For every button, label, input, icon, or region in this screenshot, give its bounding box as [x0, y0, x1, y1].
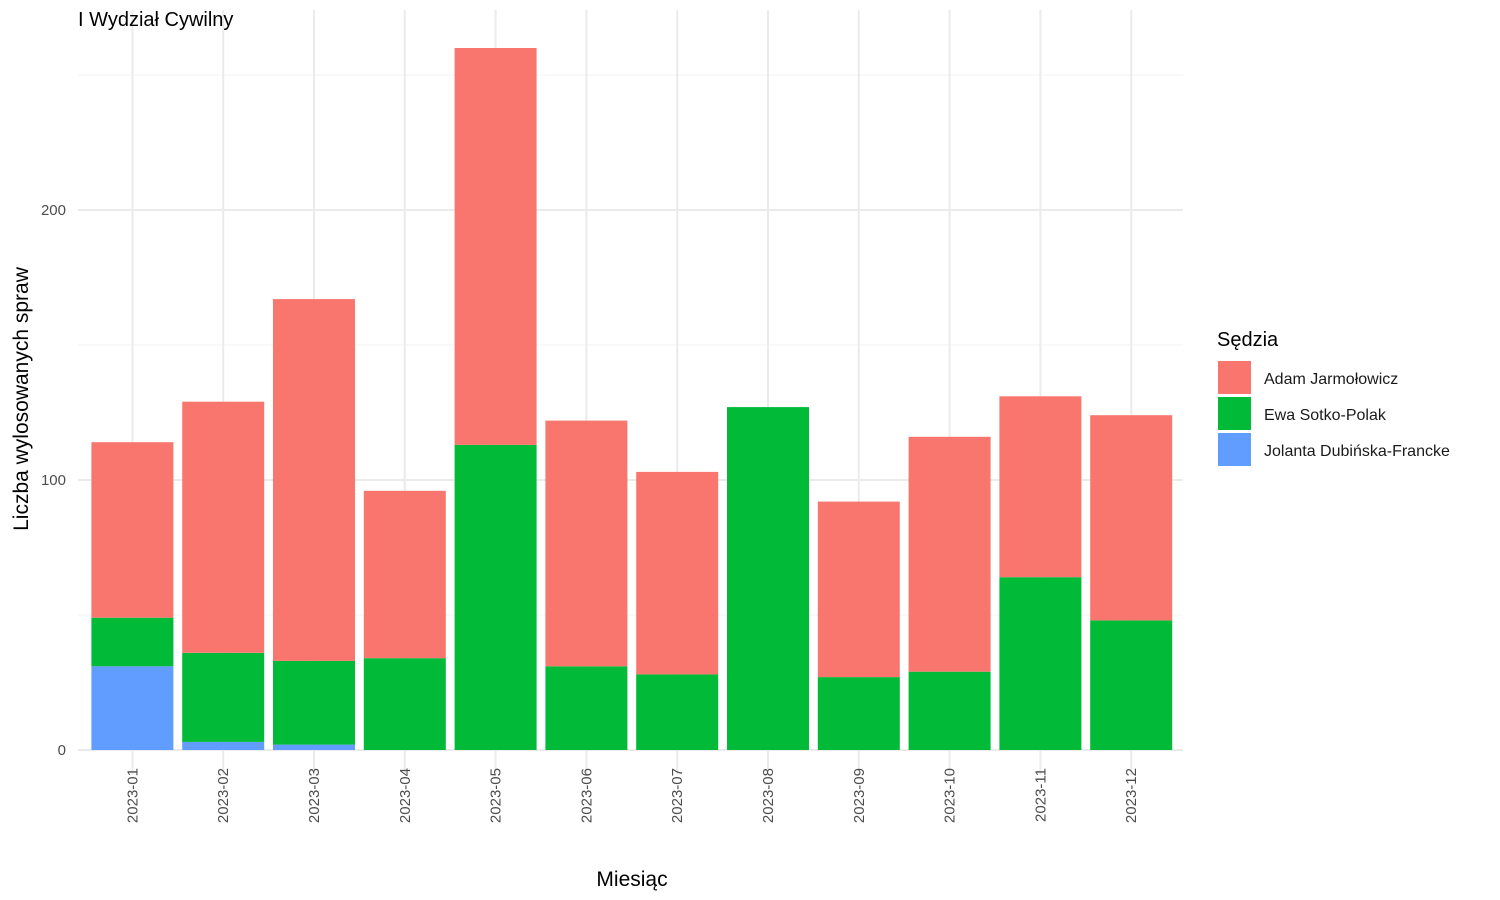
x-tick-label: 2023-10: [942, 768, 959, 823]
x-tick-label: 2023-08: [760, 768, 777, 823]
x-tick-label: 2023-11: [1032, 768, 1049, 822]
bar-segment: [182, 401, 265, 653]
legend-swatch: [1218, 361, 1251, 394]
legend-swatch: [1218, 433, 1251, 466]
x-tick-label: 2023-09: [851, 768, 868, 823]
bar-segment: [1090, 620, 1173, 750]
y-tick-label: 0: [58, 742, 66, 759]
bar-segment: [908, 436, 991, 672]
y-axis-ticks: 0 100 200: [41, 202, 66, 759]
bar-segment: [636, 471, 719, 675]
bar-segment: [817, 677, 900, 750]
x-tick-label: 2023-07: [669, 768, 686, 823]
legend-items: Adam Jarmołowicz Ewa Sotko-Polak Jolanta D…: [1218, 361, 1450, 466]
x-tick-label: 2023-06: [578, 768, 595, 823]
chart-title: I Wydział Cywilny: [78, 9, 233, 31]
x-tick-label: 2023-01: [124, 768, 141, 823]
legend-swatch: [1218, 397, 1251, 430]
x-tick-label: 2023-04: [397, 768, 414, 823]
bar-segment: [273, 660, 355, 745]
bar-segment: [454, 444, 537, 750]
x-tick-label: 2023-12: [1123, 768, 1140, 823]
y-tick-label: 100: [41, 472, 66, 489]
bar-segment: [182, 652, 265, 742]
bar-segment: [182, 741, 265, 750]
bar-segment: [636, 674, 719, 750]
bar-segment: [999, 396, 1082, 578]
bar-segment: [363, 658, 446, 750]
bars: [91, 48, 1173, 750]
bar-segment: [1090, 415, 1173, 621]
bar-segment: [273, 299, 355, 661]
x-tick-label: 2023-03: [306, 768, 323, 823]
bar-segment: [273, 744, 355, 750]
bar-segment: [91, 666, 174, 750]
bar-segment: [363, 490, 446, 659]
bar-segment: [545, 666, 628, 750]
legend-label: Ewa Sotko-Polak: [1264, 407, 1387, 424]
y-axis-title: Liczba wylosowanych spraw: [10, 266, 33, 531]
bar-segment: [454, 48, 537, 445]
bar-segment: [999, 577, 1082, 750]
legend-label: Adam Jarmołowicz: [1264, 371, 1398, 388]
x-axis-title: Miesiąc: [596, 868, 667, 891]
x-tick-label: 2023-05: [488, 768, 505, 823]
legend-label: Jolanta Dubińska-Francke: [1264, 443, 1450, 460]
bar-segment: [91, 617, 174, 667]
bar-segment: [91, 442, 174, 618]
bar-segment: [545, 420, 628, 667]
bar-segment: [727, 407, 809, 750]
legend: Sędzia Adam Jarmołowicz Ewa Sotko-Polak Jo…: [1217, 329, 1450, 466]
y-tick-label: 200: [41, 202, 66, 219]
x-tick-label: 2023-02: [215, 768, 232, 823]
x-axis-ticks: 2023-01 2023-02 2023-03 2023-04 2023-05 2023-…: [124, 768, 1140, 823]
legend-title: Sędzia: [1217, 329, 1279, 351]
bar-segment: [817, 501, 900, 678]
bar-segment: [908, 671, 991, 750]
